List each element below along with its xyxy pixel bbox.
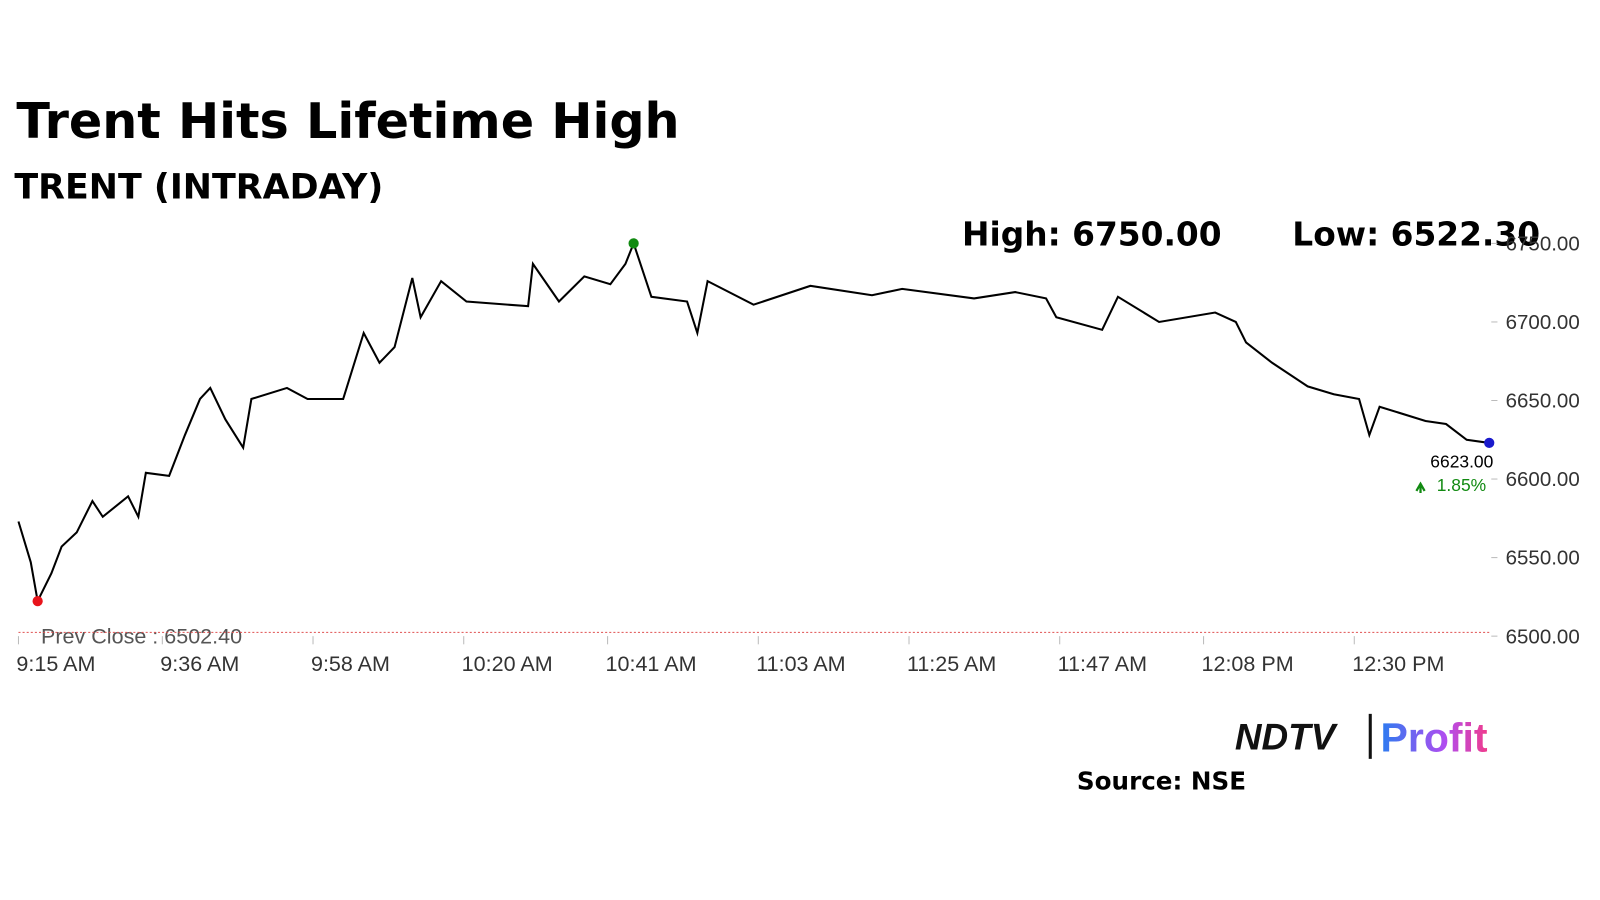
last-dot — [1484, 437, 1495, 449]
y-tick-label: 6650.00 — [1506, 390, 1580, 413]
change-label: 1.85% — [1437, 475, 1486, 495]
x-tick-label: 11:47 AM — [1058, 652, 1147, 676]
up-arrow — [1415, 481, 1426, 493]
y-tick-label: 6500.00 — [1506, 625, 1580, 648]
low-dot — [32, 595, 43, 607]
x-tick-label: 10:41 AM — [606, 652, 697, 676]
x-tick-label: 9:15 AM — [16, 652, 95, 676]
y-tick-label: 6550.00 — [1506, 547, 1580, 570]
x-tick-label: 12:08 PM — [1202, 652, 1294, 676]
x-tick-label: 9:58 AM — [311, 652, 390, 676]
y-tick-label: 6750.00 — [1506, 233, 1580, 256]
high-dot — [628, 238, 639, 249]
logo-profit: Profit — [1381, 715, 1488, 761]
chart-subtitle: TRENT (INTRADAY) — [14, 167, 383, 207]
prev-close-label: Prev Close : 6502.40 — [41, 624, 242, 648]
x-tick-label: 11:25 AM — [907, 652, 996, 676]
y-tick-label: 6700.00 — [1506, 311, 1580, 334]
x-tick-label: 11:03 AM — [756, 652, 845, 676]
x-tick-label: 10:20 AM — [462, 652, 553, 676]
high-label: High: 6750.00 — [962, 215, 1222, 253]
y-tick-label: 6600.00 — [1506, 468, 1580, 491]
logo-ndtv: NDTV — [1235, 717, 1339, 758]
chart-title: Trent Hits Lifetime High — [16, 92, 679, 150]
x-tick-label: 12:30 PM — [1352, 652, 1444, 676]
x-tick-label: 9:36 AM — [160, 652, 239, 676]
low-label: Low: 6522.30 — [1292, 215, 1540, 253]
last-price: 6623.00 — [1430, 451, 1493, 471]
source: Source: NSE — [1077, 767, 1246, 796]
price-line — [17, 240, 1490, 605]
